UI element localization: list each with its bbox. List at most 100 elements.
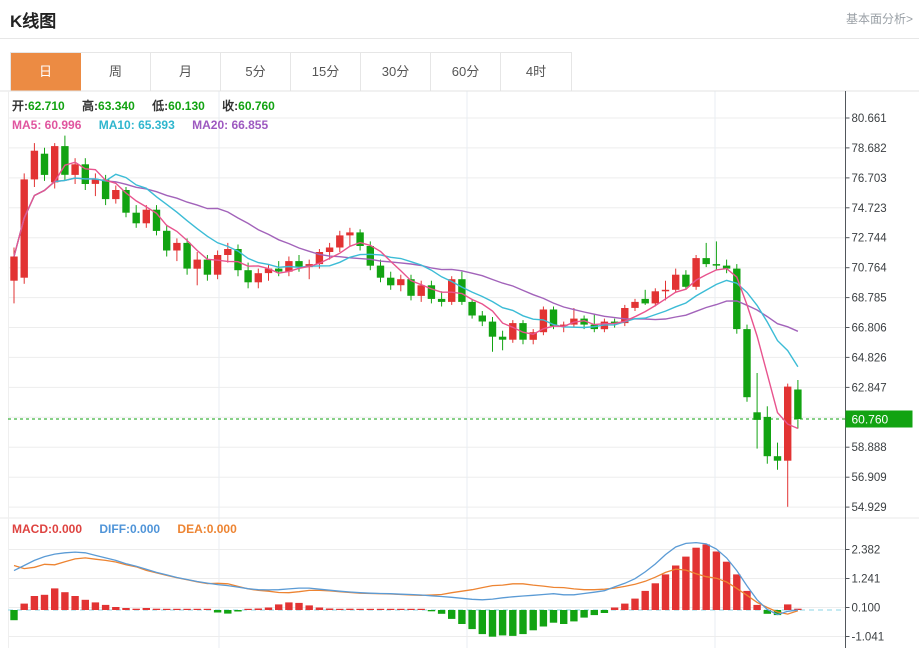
macd-hist-bar <box>285 602 293 610</box>
macd-hist-bar <box>152 608 161 610</box>
candle-body <box>753 412 761 420</box>
price-tick-label: 68.785 <box>852 293 887 305</box>
macd-hist-bar <box>743 590 751 610</box>
candle-body <box>722 265 731 269</box>
macd-hist-bar <box>193 608 201 610</box>
tab-interval-7[interactable]: 4时 <box>501 53 571 91</box>
macd-hist-bar <box>142 608 150 610</box>
macd-hist-bar <box>295 602 303 610</box>
tab-interval-6[interactable]: 60分 <box>431 53 501 91</box>
candle-body <box>427 285 436 299</box>
dea-line <box>13 557 799 615</box>
macd-hist-bar <box>539 610 548 627</box>
candle-body <box>468 301 476 316</box>
tab-interval-0[interactable]: 日 <box>11 53 81 91</box>
candle-body <box>437 298 446 302</box>
macd-hist-bar <box>641 590 649 610</box>
candle-body <box>580 318 588 325</box>
candle-body <box>356 232 364 246</box>
candle-body <box>336 235 344 248</box>
candle-body <box>346 232 354 236</box>
macd-tick-label: -1.041 <box>852 632 885 644</box>
macd-hist-bar <box>661 574 670 610</box>
candle-body <box>315 252 324 265</box>
macd-hist-bar <box>722 561 731 610</box>
candle-body <box>234 249 242 271</box>
macd-hist-bar <box>600 610 609 613</box>
candle-body <box>325 247 334 252</box>
candle-body <box>692 258 700 287</box>
candle-body <box>51 146 59 183</box>
candle-body <box>81 164 89 184</box>
diff-line <box>13 541 798 616</box>
macd-tick-label: 0.100 <box>852 603 881 615</box>
macd-hist-bar <box>692 547 700 610</box>
candle-body <box>40 153 49 175</box>
candle-body <box>621 308 629 324</box>
candle-body <box>539 309 548 333</box>
candle-body <box>244 270 252 283</box>
fundamental-analysis-link[interactable]: 基本面分析> <box>845 12 913 26</box>
macd-hist-bar <box>682 556 690 610</box>
macd-hist-bar <box>112 607 120 610</box>
macd-hist-bar <box>203 608 212 610</box>
candle-body <box>661 289 670 292</box>
candle-body <box>20 179 28 278</box>
candle-body <box>366 246 374 266</box>
candle-body <box>417 285 425 296</box>
macd-hist-bar <box>651 583 659 610</box>
interval-tabbar: 日周月 5分 15分 30分 60分 4时 <box>10 52 572 91</box>
macd-hist-bar <box>244 608 252 610</box>
candle-body <box>254 273 262 283</box>
candle-body <box>509 323 517 340</box>
macd-hist-bar <box>366 608 374 610</box>
macd-hist-bar <box>427 610 436 612</box>
price-tick-label: 78.682 <box>852 143 887 155</box>
candle-body <box>295 261 303 268</box>
macd-hist-bar <box>631 598 639 610</box>
candle-body <box>682 274 690 287</box>
candle-body <box>478 315 486 322</box>
macd-hist-bar <box>794 608 802 610</box>
candle-body <box>794 389 802 419</box>
candle-body <box>163 230 171 251</box>
candle-body <box>71 164 79 175</box>
macd-hist-bar <box>498 610 507 636</box>
tab-interval-2[interactable]: 月 <box>151 53 221 91</box>
tab-interval-1[interactable]: 周 <box>81 53 151 91</box>
macd-hist-bar <box>733 574 741 610</box>
macd-hist-bar <box>91 602 100 610</box>
candle-body <box>519 323 527 340</box>
macd-hist-bar <box>763 610 771 614</box>
macd-hist-bar <box>549 610 558 623</box>
price-tick-label: 64.826 <box>852 352 887 364</box>
candle-body <box>142 209 150 224</box>
kline-chart[interactable]: 80.661 78.682 76.703 74.723 72.744 70.764 68.7… <box>0 90 919 648</box>
macd-hist-bar <box>478 610 486 635</box>
tab-interval-5[interactable]: 30分 <box>361 53 431 91</box>
tab-interval-4[interactable]: 15分 <box>291 53 361 91</box>
price-tick-label: 62.847 <box>852 382 887 394</box>
macd-hist-bar <box>621 603 629 610</box>
macd-hist-bar <box>183 608 191 610</box>
macd-hist-bar <box>590 610 598 616</box>
candle-body <box>743 329 751 398</box>
macd-hist-bar <box>325 608 334 610</box>
candle-body <box>264 268 273 274</box>
ma10-line <box>13 173 799 368</box>
candle-body <box>132 212 140 224</box>
price-tick-label: 70.764 <box>852 263 888 275</box>
macd-hist-bar <box>254 608 262 610</box>
macd-hist-bar <box>458 610 466 624</box>
macd-hist-bar <box>61 592 69 610</box>
candle-body <box>91 179 100 184</box>
candle-body <box>61 146 69 175</box>
tab-interval-3[interactable]: 5分 <box>221 53 291 91</box>
candle-body <box>10 256 18 281</box>
macd-hist-bar <box>213 610 222 613</box>
candle-body <box>397 279 405 286</box>
candle-body <box>387 277 395 286</box>
candle-body <box>498 336 507 340</box>
macd-hist-bar <box>346 608 354 610</box>
macd-tick-label: 2.382 <box>852 545 881 557</box>
